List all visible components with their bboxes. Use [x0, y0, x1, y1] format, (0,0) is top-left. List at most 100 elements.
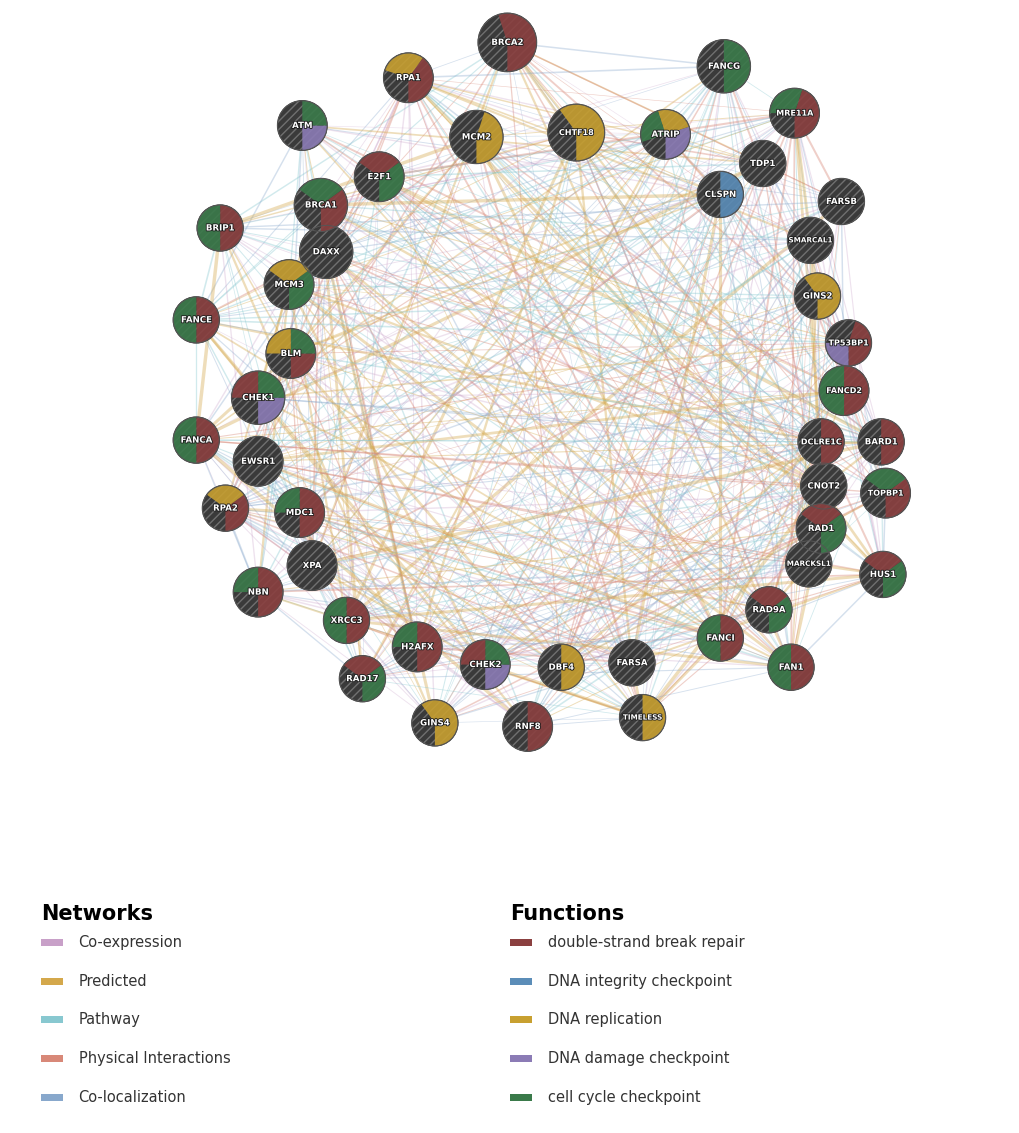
- Text: RAD17: RAD17: [345, 674, 378, 683]
- Wedge shape: [321, 189, 347, 231]
- Text: MARCKSL1: MARCKSL1: [786, 561, 829, 566]
- Circle shape: [173, 417, 219, 463]
- Circle shape: [767, 645, 813, 690]
- FancyBboxPatch shape: [41, 939, 63, 946]
- Wedge shape: [290, 329, 315, 353]
- Wedge shape: [460, 640, 485, 665]
- Text: TOPBP1: TOPBP1: [867, 488, 903, 497]
- Wedge shape: [794, 90, 818, 138]
- Wedge shape: [379, 162, 404, 202]
- Wedge shape: [231, 372, 258, 398]
- Text: Functions: Functions: [510, 904, 624, 923]
- Text: ATRIP: ATRIP: [651, 130, 679, 139]
- Circle shape: [818, 366, 868, 416]
- Circle shape: [860, 468, 909, 518]
- Circle shape: [745, 587, 791, 632]
- Wedge shape: [408, 58, 433, 102]
- Text: XPA: XPA: [303, 561, 321, 570]
- Wedge shape: [173, 417, 196, 463]
- Wedge shape: [559, 104, 604, 161]
- Text: DBF4: DBF4: [548, 663, 574, 672]
- Wedge shape: [343, 656, 381, 679]
- Wedge shape: [258, 372, 284, 398]
- Text: TP53BP1: TP53BP1: [827, 339, 867, 348]
- Wedge shape: [719, 171, 743, 218]
- Wedge shape: [173, 297, 196, 343]
- Circle shape: [294, 179, 347, 231]
- Wedge shape: [723, 40, 750, 93]
- Circle shape: [460, 640, 510, 689]
- Text: Networks: Networks: [41, 904, 153, 923]
- Text: CNOT2: CNOT2: [807, 482, 840, 491]
- Text: SMARCAL1: SMARCAL1: [788, 238, 832, 244]
- Wedge shape: [476, 112, 502, 163]
- Circle shape: [697, 40, 750, 93]
- Wedge shape: [719, 615, 743, 661]
- Wedge shape: [417, 622, 441, 672]
- Circle shape: [785, 540, 830, 587]
- Wedge shape: [300, 179, 342, 205]
- Wedge shape: [485, 640, 510, 665]
- Wedge shape: [820, 514, 845, 553]
- Circle shape: [547, 104, 604, 161]
- Circle shape: [233, 436, 282, 486]
- Text: CHEK2: CHEK2: [469, 661, 500, 670]
- FancyBboxPatch shape: [510, 1093, 532, 1100]
- Wedge shape: [196, 417, 219, 463]
- Text: Co-localization: Co-localization: [78, 1090, 186, 1105]
- Wedge shape: [768, 596, 791, 632]
- Wedge shape: [818, 366, 844, 416]
- Text: DNA replication: DNA replication: [547, 1013, 661, 1028]
- Wedge shape: [225, 495, 249, 531]
- Wedge shape: [865, 468, 905, 493]
- Circle shape: [857, 419, 903, 465]
- Circle shape: [383, 53, 433, 102]
- Circle shape: [233, 568, 282, 616]
- Circle shape: [275, 488, 324, 537]
- Text: cell cycle checkpoint: cell cycle checkpoint: [547, 1090, 700, 1105]
- Text: EWSR1: EWSR1: [240, 457, 275, 466]
- Circle shape: [266, 329, 315, 378]
- Wedge shape: [884, 478, 909, 518]
- Circle shape: [323, 597, 369, 644]
- Wedge shape: [803, 273, 840, 320]
- Text: Pathway: Pathway: [78, 1013, 141, 1028]
- Wedge shape: [800, 504, 841, 528]
- Circle shape: [231, 372, 284, 424]
- Circle shape: [796, 504, 845, 553]
- Text: ATM: ATM: [291, 121, 312, 130]
- Wedge shape: [233, 568, 258, 593]
- Wedge shape: [882, 561, 905, 597]
- Text: BRCA1: BRCA1: [305, 201, 336, 210]
- Circle shape: [640, 110, 690, 159]
- Wedge shape: [290, 353, 315, 378]
- Circle shape: [859, 552, 905, 597]
- FancyBboxPatch shape: [510, 1055, 532, 1062]
- Wedge shape: [820, 419, 844, 465]
- Text: CHEK1: CHEK1: [243, 393, 274, 402]
- Text: Physical Interactions: Physical Interactions: [78, 1051, 230, 1066]
- Text: RNF8: RNF8: [515, 722, 540, 731]
- Text: HUS1: HUS1: [869, 570, 895, 579]
- Circle shape: [173, 297, 219, 343]
- Wedge shape: [300, 488, 324, 537]
- Wedge shape: [421, 700, 458, 746]
- Wedge shape: [844, 366, 868, 416]
- Text: E2F1: E2F1: [367, 172, 390, 181]
- Wedge shape: [498, 14, 536, 71]
- Wedge shape: [323, 597, 346, 644]
- Wedge shape: [750, 587, 787, 610]
- Text: TDP1: TDP1: [749, 159, 774, 168]
- Wedge shape: [196, 297, 219, 343]
- Wedge shape: [302, 101, 327, 126]
- Wedge shape: [269, 259, 309, 284]
- Text: CLSPN: CLSPN: [704, 190, 736, 199]
- Circle shape: [797, 419, 844, 465]
- Text: DAXX: DAXX: [313, 247, 339, 256]
- Text: DNA integrity checkpoint: DNA integrity checkpoint: [547, 973, 731, 989]
- Circle shape: [538, 645, 584, 690]
- Text: FANCA: FANCA: [180, 435, 212, 444]
- Text: BRIP1: BRIP1: [206, 223, 234, 232]
- Wedge shape: [384, 53, 423, 78]
- Wedge shape: [288, 270, 314, 309]
